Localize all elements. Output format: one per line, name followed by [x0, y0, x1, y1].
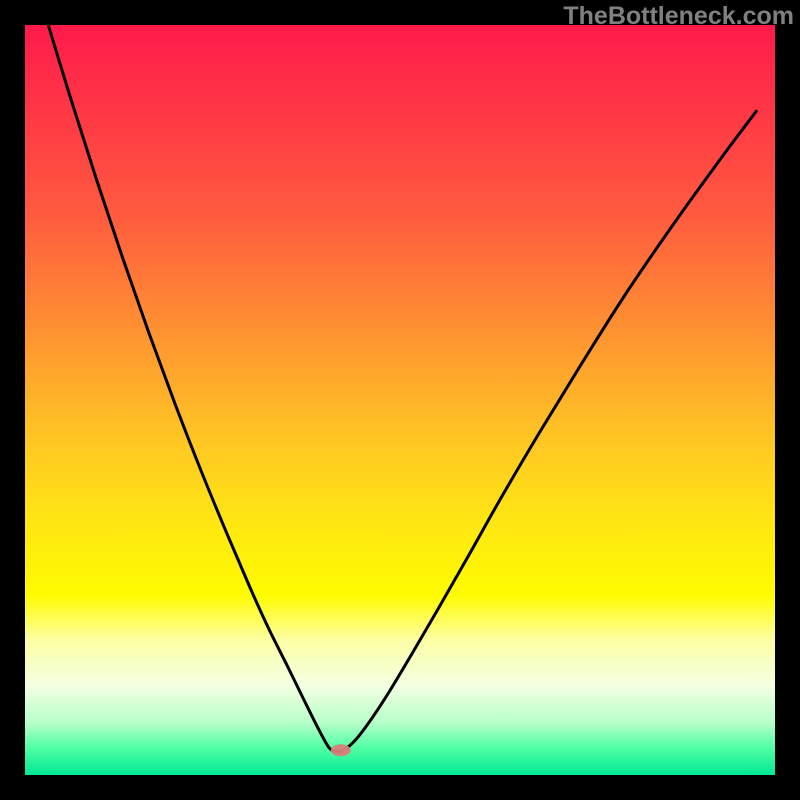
minimum-marker — [331, 744, 351, 756]
chart-container: TheBottleneck.com — [0, 0, 800, 800]
bottleneck-chart — [0, 0, 800, 800]
plot-background — [25, 25, 775, 775]
watermark-text: TheBottleneck.com — [563, 2, 794, 31]
